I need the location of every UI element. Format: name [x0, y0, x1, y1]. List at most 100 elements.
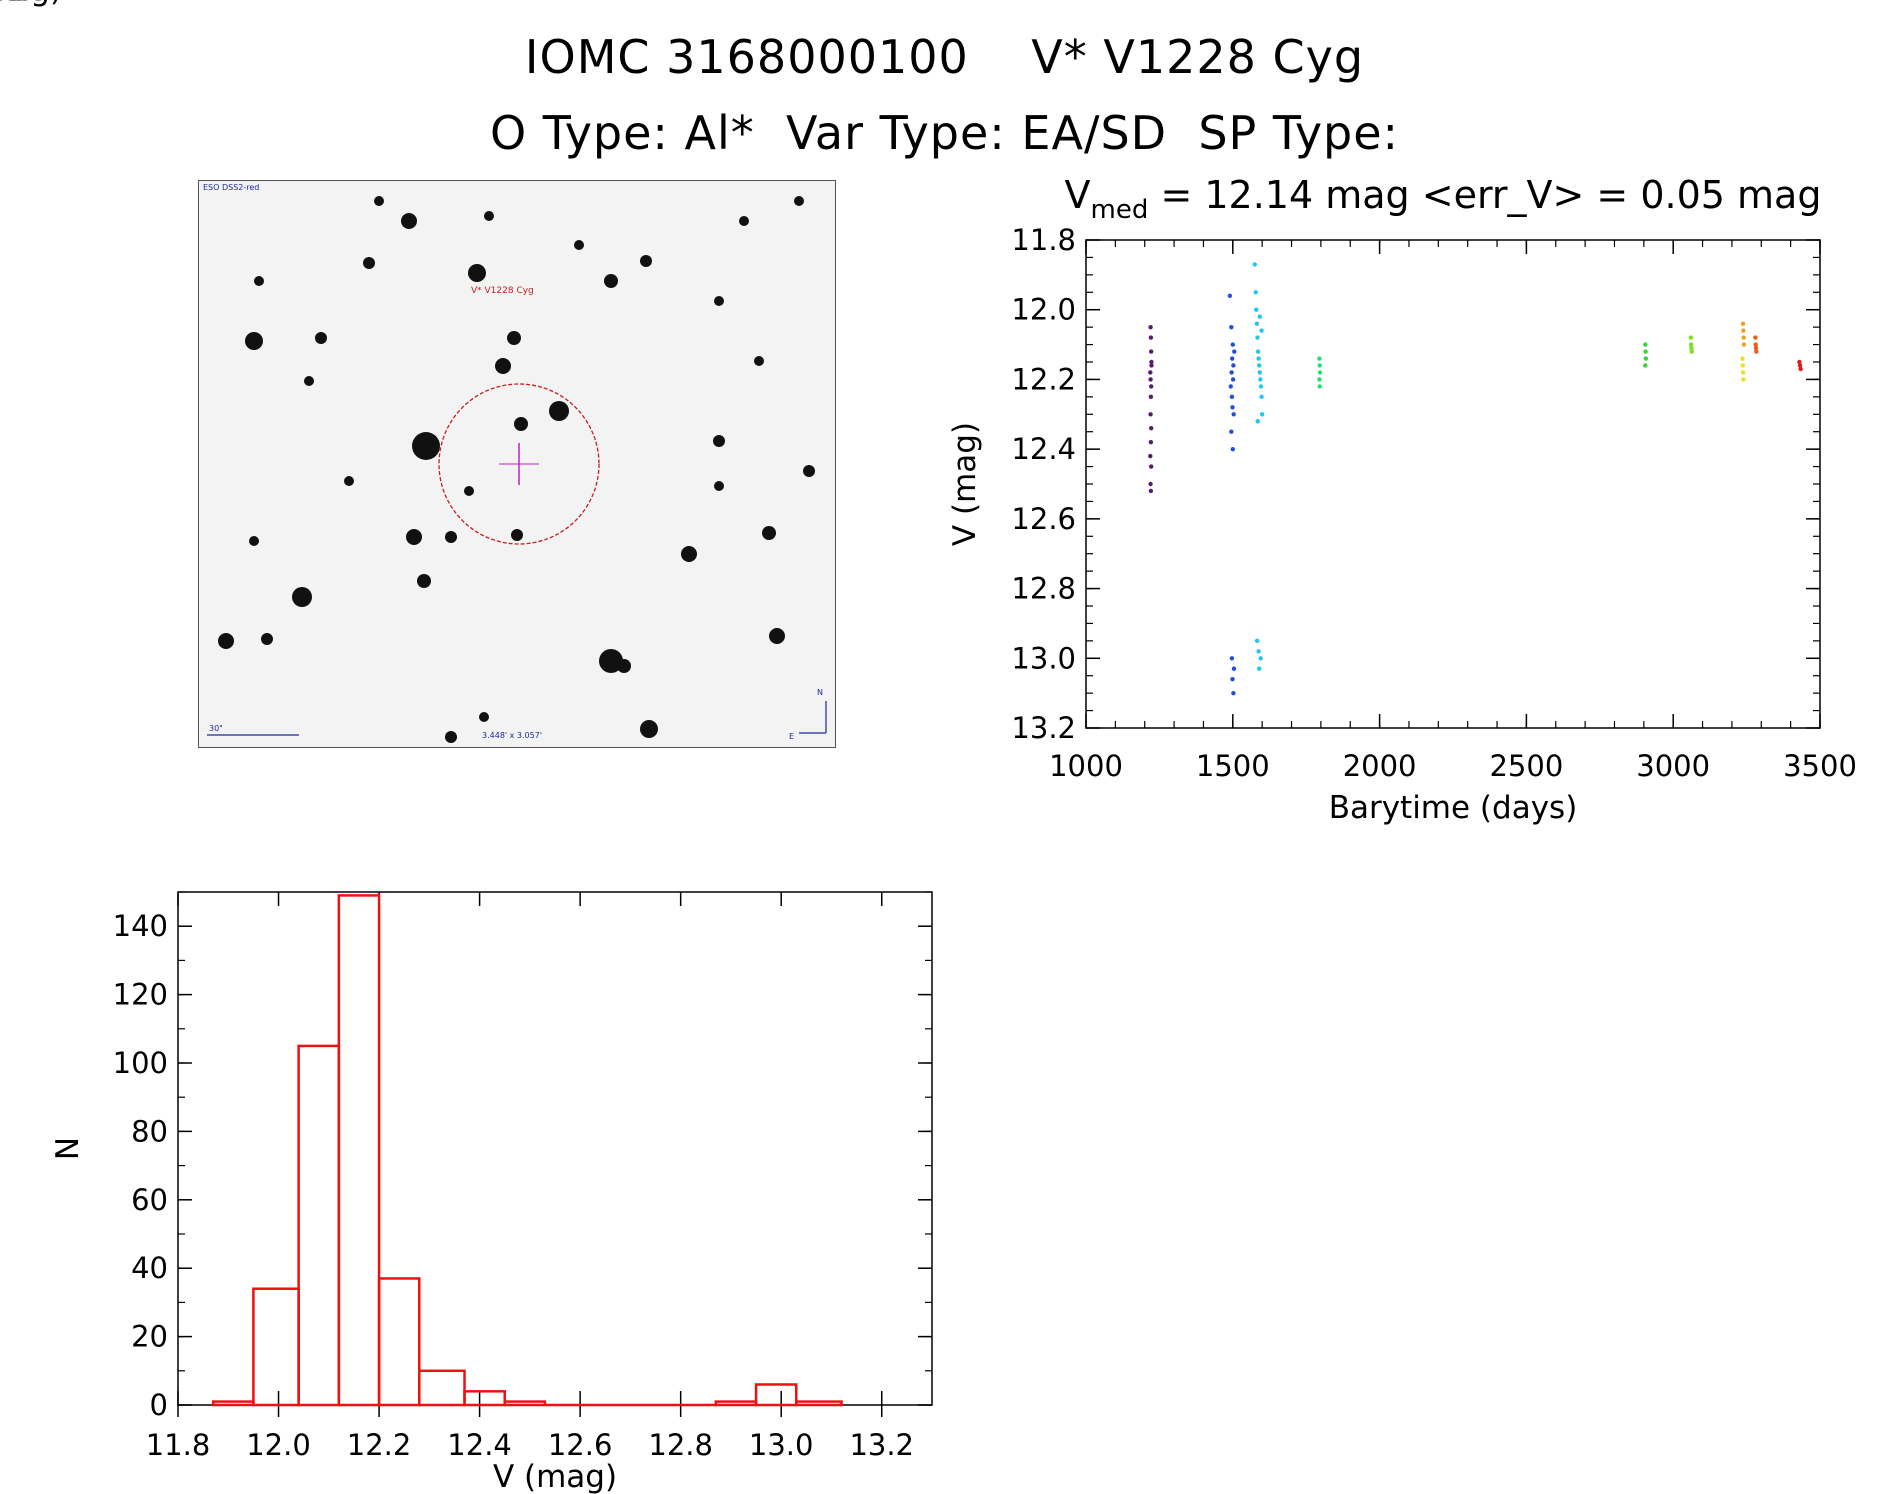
data-point — [1740, 356, 1745, 361]
data-point — [1148, 481, 1153, 487]
data-point — [1754, 349, 1759, 354]
data-point — [1317, 356, 1322, 361]
histogram-bar — [714, 1400, 758, 1407]
data-point — [1254, 307, 1259, 312]
data-point — [1148, 453, 1153, 459]
histogram-bar — [754, 1383, 798, 1407]
data-point — [1258, 656, 1263, 661]
star — [511, 529, 523, 541]
data-point — [1753, 335, 1758, 340]
star — [315, 332, 327, 344]
data-point — [1148, 384, 1154, 389]
data-point — [1148, 426, 1154, 431]
star — [574, 240, 584, 250]
histogram-bar — [795, 1400, 843, 1407]
data-point — [1798, 366, 1803, 372]
data-point — [1643, 356, 1649, 361]
data-point — [1688, 335, 1694, 340]
y-tick-label: 60 — [131, 1183, 168, 1217]
x-tick-label: 13.2 — [849, 1428, 914, 1462]
data-point — [1740, 321, 1746, 326]
x-tick-label: 1000 — [1049, 749, 1123, 783]
data-point — [1255, 419, 1260, 424]
histogram-bar — [297, 1044, 341, 1407]
y-tick-label: 100 — [113, 1046, 168, 1080]
data-point — [1227, 293, 1233, 298]
star — [445, 731, 457, 743]
x-axis-title: V (mag) — [493, 1459, 617, 1494]
star — [479, 712, 489, 722]
star — [464, 486, 474, 496]
data-point — [1229, 656, 1235, 661]
y-tick-label: 20 — [131, 1320, 168, 1354]
x-tick-label: 2500 — [1489, 749, 1563, 783]
star — [714, 296, 724, 306]
data-point — [1228, 384, 1233, 389]
data-point — [1257, 314, 1263, 319]
data-point — [1230, 446, 1236, 452]
data-point — [1753, 342, 1758, 347]
histogram-bar — [337, 894, 381, 1407]
data-point — [1257, 666, 1262, 671]
data-point — [1148, 349, 1154, 354]
data-point — [1643, 342, 1648, 347]
data-point — [1229, 394, 1235, 400]
x-tick-label: 12.4 — [447, 1428, 512, 1462]
y-axis-title: V (mag) — [0, 0, 62, 8]
y-axis-title: N — [50, 1137, 86, 1160]
y-tick-label: 13.0 — [1011, 641, 1076, 675]
survey-label: ESO DSS2-red — [203, 183, 260, 192]
data-point — [1253, 290, 1258, 295]
data-point — [1230, 377, 1236, 382]
x-tick-label: 11.8 — [146, 1428, 211, 1462]
star — [507, 331, 521, 345]
data-point — [1148, 394, 1154, 400]
y-tick-label: 12.8 — [1011, 572, 1076, 606]
data-point — [1229, 429, 1234, 434]
field-size-label: 3.448' x 3.057' — [482, 731, 543, 740]
star — [713, 435, 725, 447]
x-tick-label: 12.8 — [648, 1428, 713, 1462]
data-point — [1229, 324, 1234, 330]
x-tick-label: 1.5 — [0, 0, 23, 7]
data-point — [1688, 342, 1694, 347]
x-tick-label: 1500 — [1196, 749, 1270, 783]
data-point — [1317, 370, 1323, 375]
data-point — [1148, 439, 1154, 445]
x-tick-label: 3500 — [1783, 749, 1857, 783]
star — [445, 531, 457, 543]
y-axis-title: V (mag) — [947, 422, 983, 546]
data-point — [1259, 328, 1264, 333]
data-point — [1254, 638, 1260, 644]
star — [254, 276, 264, 286]
finder-star-field — [207, 196, 827, 743]
data-point — [1148, 377, 1153, 382]
data-point — [1317, 384, 1322, 389]
star — [401, 213, 417, 229]
histogram-bar — [503, 1400, 547, 1407]
target-circle — [438, 383, 600, 545]
y-tick-label: 0 — [150, 1388, 168, 1422]
star — [640, 720, 658, 738]
north-label: N — [817, 688, 823, 697]
data-point — [1259, 412, 1265, 417]
data-point — [1643, 349, 1648, 354]
data-point — [1230, 356, 1235, 361]
star — [739, 216, 749, 226]
data-point — [1740, 370, 1746, 375]
data-point — [1317, 377, 1322, 382]
y-tick-label: 140 — [113, 909, 168, 943]
star — [604, 274, 618, 288]
data-point — [1689, 349, 1694, 354]
data-point — [1255, 349, 1261, 354]
y-tick-label: 12.4 — [1011, 432, 1076, 466]
star — [769, 628, 785, 644]
data-point — [1255, 335, 1260, 340]
histogram-bar — [252, 1287, 300, 1407]
star — [762, 526, 776, 540]
data-point — [1317, 363, 1322, 368]
star — [640, 255, 652, 267]
data-point — [1231, 666, 1237, 671]
x-tick-label: 12.6 — [548, 1428, 613, 1462]
east-label: E — [789, 732, 795, 741]
